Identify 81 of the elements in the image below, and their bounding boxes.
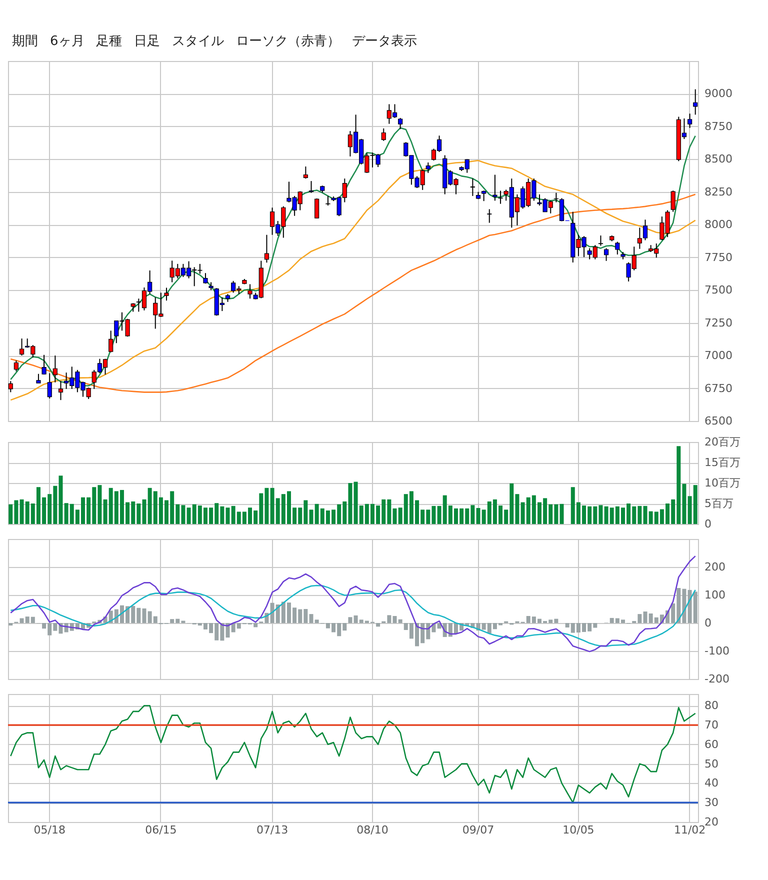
bar (376, 623, 380, 627)
x-tick-label: 07/13 (256, 824, 288, 836)
candlestick (487, 208, 492, 224)
bar (348, 617, 352, 623)
y-tick-label: 7250 (704, 316, 732, 330)
y-tick-label: 0 (704, 518, 712, 530)
candlestick (426, 162, 430, 174)
candlestick (492, 174, 498, 202)
text: 足種 (96, 34, 122, 49)
line-series (10, 584, 696, 647)
candlestick (604, 248, 609, 262)
y-tick-label: 6750 (704, 382, 732, 395)
y-tick-label: 7750 (704, 250, 732, 264)
candlestick (670, 190, 676, 212)
y-tick-label: 20百万 (704, 436, 740, 448)
candlestick (264, 234, 270, 264)
text: 期間 (12, 34, 38, 49)
text: データ表示 (352, 34, 417, 49)
candlestick (203, 272, 208, 284)
y-tick-label: 7000 (704, 349, 732, 362)
candlestick (36, 373, 41, 384)
y-tick-label: 100 (704, 588, 726, 602)
y-tick-label: 8000 (704, 218, 732, 232)
bar (8, 623, 13, 626)
candlestick (381, 128, 386, 142)
y-tick-label: 60 (704, 738, 718, 751)
candlestick (615, 241, 620, 255)
candlestick (398, 117, 403, 130)
candlestick (164, 287, 169, 302)
candlestick (314, 198, 320, 219)
candlestick (693, 88, 698, 116)
candlestick (308, 180, 314, 194)
y-tick-label: 10百万 (704, 476, 740, 490)
x-tick-label: 08/10 (356, 824, 388, 836)
candlestick (14, 360, 19, 372)
text: ローソク（赤青） (236, 34, 340, 49)
y-tick-label: 8500 (704, 152, 732, 166)
candlestick (687, 113, 692, 128)
y-tick-label: 200 (704, 560, 726, 574)
candlestick (482, 190, 486, 202)
y-tick-label: 15百万 (704, 456, 740, 469)
y-tick-label: 70 (704, 718, 718, 732)
candlestick (52, 355, 58, 383)
candlestick (498, 190, 503, 204)
y-tick-label: 20 (704, 816, 718, 828)
y-tick-label: 6500 (704, 414, 732, 428)
y-tick-label: -100 (704, 644, 730, 658)
text: スタイル (172, 34, 224, 49)
candlestick (19, 338, 24, 356)
x-tick-label: 10/05 (562, 824, 594, 836)
candlestick (470, 178, 475, 196)
candlestick (598, 235, 604, 246)
text: 日足 (134, 34, 160, 49)
y-tick-label: 9000 (704, 87, 732, 100)
y-tick-label: 50 (704, 757, 718, 770)
candlestick (303, 166, 308, 180)
candlestick (8, 380, 13, 393)
y-tick-label: -200 (704, 672, 730, 686)
x-tick-label: 05/18 (34, 824, 66, 836)
candlestick (58, 380, 64, 401)
y-tick-label: 30 (704, 796, 718, 810)
y-tick-label: 40 (704, 776, 718, 790)
candlestick (47, 372, 52, 399)
bar (314, 620, 319, 623)
candlestick (42, 354, 46, 376)
bar (560, 504, 564, 524)
line-series (10, 704, 696, 804)
y-tick-label: 80 (704, 699, 718, 712)
candlestick (248, 284, 252, 300)
candlestick (326, 195, 330, 206)
y-tick-label: 7500 (704, 284, 732, 297)
line-series (10, 555, 696, 652)
y-tick-label: 8250 (704, 185, 732, 198)
y-tick-label: 8750 (704, 120, 732, 133)
y-tick-label: 5百万 (704, 497, 734, 510)
x-tick-label: 06/15 (145, 824, 177, 836)
x-tick-label: 09/07 (462, 824, 494, 836)
candlestick (108, 330, 114, 353)
x-tick-label: 11/02 (674, 824, 706, 836)
text: 6ヶ月 (50, 34, 84, 49)
y-tick-label: 0 (704, 616, 712, 630)
